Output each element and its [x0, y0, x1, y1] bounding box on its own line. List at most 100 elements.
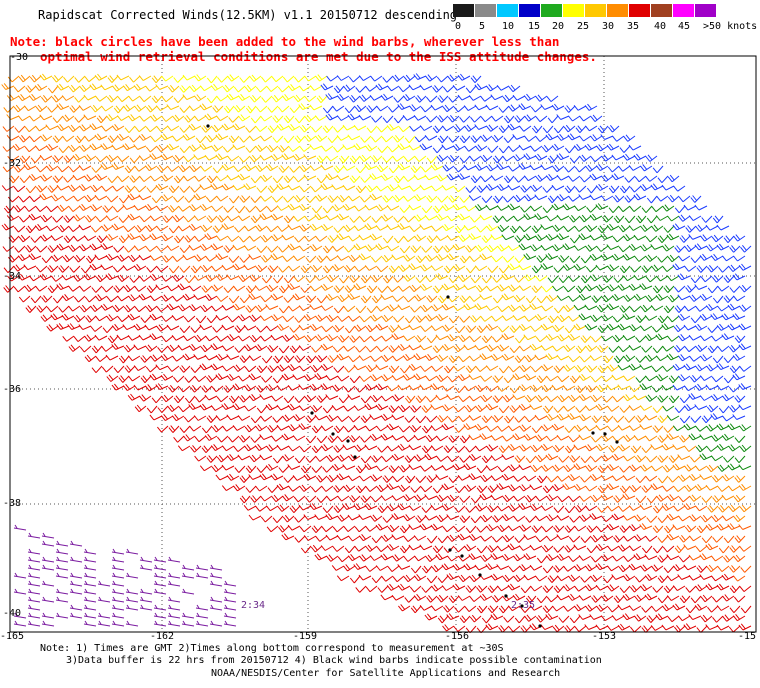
wind-barb: [734, 455, 746, 464]
wind-barb: [322, 125, 334, 134]
wind-barb: [381, 214, 394, 222]
wind-barb: [387, 184, 400, 192]
wind-barb: [486, 84, 499, 92]
wind-barb: [397, 324, 411, 331]
wind-barb: [672, 223, 686, 231]
wind-barb: [206, 175, 218, 184]
wind-barb: [386, 583, 400, 591]
wind-barb: [376, 204, 389, 212]
wind-barb: [139, 588, 153, 595]
wind-barb: [503, 195, 515, 203]
wind-barb: [123, 104, 136, 112]
wind-barb: [641, 625, 653, 633]
wind-barb: [393, 315, 405, 323]
wind-barb: [56, 103, 70, 111]
wind-barb: [282, 514, 295, 523]
wind-barb: [209, 596, 223, 603]
wind-barb: [398, 125, 411, 133]
wind-barb: [666, 433, 680, 441]
wind-barb: [525, 455, 537, 464]
wind-barb: [62, 135, 75, 142]
wind-barb: [694, 284, 708, 290]
wind-barb: [380, 413, 394, 421]
wind-barb: [729, 245, 741, 253]
wind-barb: [160, 133, 174, 141]
wind-barb: [36, 245, 48, 253]
wind-barb: [442, 164, 455, 172]
wind-barb: [578, 194, 592, 200]
wind-barb: [63, 235, 75, 244]
wind-barb: [58, 265, 70, 273]
wind-barb: [639, 364, 653, 370]
wind-barb: [129, 155, 141, 164]
wind-barb: [303, 473, 317, 481]
wind-barb: [619, 185, 631, 194]
wind-barb: [360, 195, 372, 203]
wind-barb: [514, 275, 526, 283]
wind-barb: [248, 514, 262, 521]
wind-barb: [490, 455, 504, 461]
wind-barb: [227, 315, 240, 323]
wind-barb: [464, 404, 477, 413]
wind-barb: [303, 154, 317, 160]
wind-barb: [408, 444, 422, 451]
wind-barb: [359, 335, 372, 343]
wind-barb: [514, 255, 526, 264]
wind-barb: [111, 564, 125, 571]
wind-barb: [348, 355, 361, 363]
wind-barb: [403, 274, 416, 282]
wind-barb: [531, 425, 543, 434]
wind-barb: [553, 565, 565, 573]
wind-barb: [168, 225, 180, 234]
wind-barb: [209, 620, 223, 627]
wind-barb: [452, 283, 466, 291]
wind-barb: [420, 465, 433, 472]
wind-barb: [111, 620, 125, 627]
wind-barb: [167, 572, 181, 579]
wind-barb: [369, 233, 383, 241]
wind-barb: [73, 214, 86, 222]
wind-barb: [256, 185, 268, 193]
wind-barb: [388, 465, 400, 473]
wind-barb: [100, 163, 114, 170]
wind-barb: [662, 464, 675, 473]
wind-barb: [612, 435, 625, 442]
wind-barb: [606, 483, 620, 491]
wind-barb: [327, 355, 339, 363]
wind-barb: [101, 345, 114, 352]
wind-barb: [476, 525, 488, 533]
wind-barb: [315, 314, 328, 322]
wind-barb: [575, 185, 587, 193]
wind-barb: [386, 543, 400, 551]
wind-barb: [403, 155, 416, 163]
wind-barb: [486, 244, 499, 253]
wind-barb: [612, 235, 625, 243]
wind-barb: [62, 114, 75, 122]
wind-barb: [738, 323, 752, 331]
lat-label: -40: [3, 608, 22, 619]
wind-barb: [398, 285, 411, 292]
wind-barb: [376, 545, 389, 553]
wind-barb: [172, 154, 185, 163]
wind-barb: [150, 114, 163, 122]
wind-barb: [221, 223, 235, 231]
wind-barb: [501, 234, 515, 241]
wind-barb: [347, 394, 361, 400]
wind-barb: [265, 505, 279, 512]
wind-barb: [342, 124, 356, 131]
wind-barb: [298, 305, 312, 312]
wind-barb: [153, 580, 167, 587]
wind-barb: [552, 324, 565, 333]
wind-barb: [221, 183, 235, 191]
wind-barb: [404, 595, 416, 603]
wind-barb: [325, 93, 339, 100]
wind-barb: [674, 245, 686, 253]
wind-barb: [322, 205, 334, 214]
wind-barb: [426, 535, 438, 544]
wind-barb: [52, 135, 64, 144]
wind-barb: [153, 572, 167, 579]
wind-barb: [393, 215, 405, 223]
wind-barb: [237, 454, 251, 461]
wind-barb: [111, 144, 125, 151]
wind-barb: [688, 393, 702, 400]
